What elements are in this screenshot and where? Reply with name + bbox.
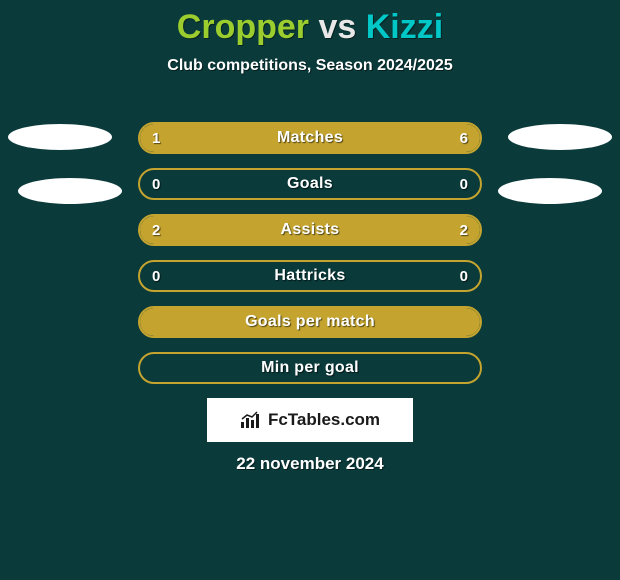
bar-hattricks-right-value: 0 — [460, 262, 468, 290]
subtitle: Club competitions, Season 2024/2025 — [0, 57, 620, 75]
bar-hattricks: 0 Hattricks 0 — [138, 260, 482, 292]
player1-photo-placeholder-2 — [18, 178, 122, 204]
bar-assists: 2 Assists 2 — [138, 214, 482, 246]
player2-photo-placeholder-1 — [508, 124, 612, 150]
brand-text: FcTables.com — [268, 410, 380, 430]
title-player2: Kizzi — [366, 8, 443, 46]
bar-goals: 0 Goals 0 — [138, 168, 482, 200]
bar-goals-label: Goals — [140, 170, 480, 198]
bar-assists-right-value: 2 — [460, 216, 468, 244]
date-text: 22 november 2024 — [0, 454, 620, 474]
bar-assists-label: Assists — [140, 216, 480, 244]
page-title: Cropper vs Kizzi — [0, 0, 620, 47]
bar-matches-label: Matches — [140, 124, 480, 152]
player2-photo-placeholder-2 — [498, 178, 602, 204]
bar-min-per-goal: Min per goal — [138, 352, 482, 384]
bar-hattricks-label: Hattricks — [140, 262, 480, 290]
title-player1: Cropper — [177, 8, 309, 46]
player1-photo-placeholder-1 — [8, 124, 112, 150]
bar-matches-right-value: 6 — [460, 124, 468, 152]
bar-goals-per-match: Goals per match — [138, 306, 482, 338]
bar-matches: 1 Matches 6 — [138, 122, 482, 154]
chart-icon — [240, 411, 262, 429]
bar-min-per-goal-label: Min per goal — [140, 354, 480, 382]
comparison-bars: 1 Matches 6 0 Goals 0 2 Assists 2 0 Hatt… — [138, 122, 482, 398]
brand-box: FcTables.com — [207, 398, 413, 442]
bar-goals-right-value: 0 — [460, 170, 468, 198]
title-vs: vs — [318, 8, 356, 46]
bar-goals-per-match-label: Goals per match — [140, 308, 480, 336]
